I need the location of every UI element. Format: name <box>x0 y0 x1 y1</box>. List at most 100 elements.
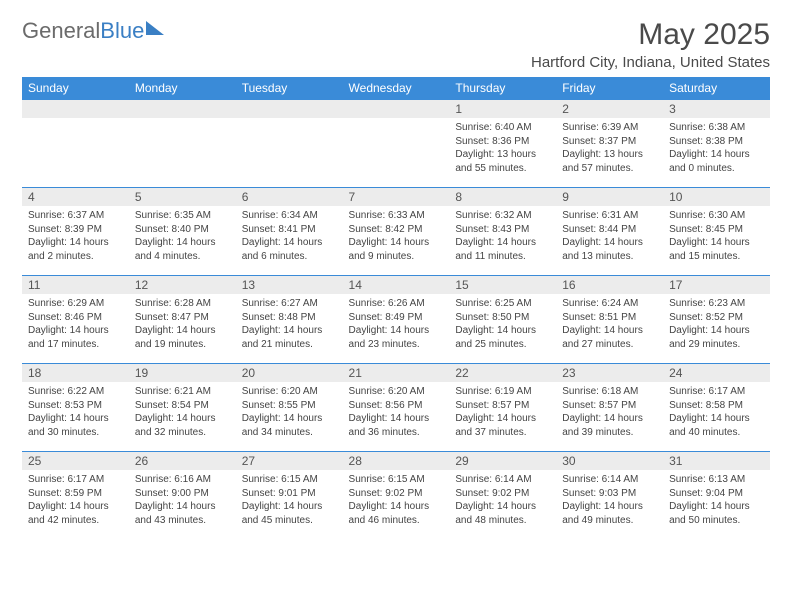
day-line: Daylight: 14 hours <box>669 148 764 162</box>
day-line: and 2 minutes. <box>28 250 123 264</box>
day-cell: 24Sunrise: 6:17 AMSunset: 8:58 PMDayligh… <box>663 364 770 452</box>
day-line: and 6 minutes. <box>242 250 337 264</box>
day-body: Sunrise: 6:39 AMSunset: 8:37 PMDaylight:… <box>556 118 663 181</box>
day-number: 6 <box>236 188 343 206</box>
day-line: Sunrise: 6:30 AM <box>669 209 764 223</box>
day-body: Sunrise: 6:35 AMSunset: 8:40 PMDaylight:… <box>129 206 236 269</box>
day-line: Sunset: 9:01 PM <box>242 487 337 501</box>
day-cell: 25Sunrise: 6:17 AMSunset: 8:59 PMDayligh… <box>22 452 129 540</box>
col-wed: Wednesday <box>343 77 450 100</box>
day-number: 29 <box>449 452 556 470</box>
day-line: and 19 minutes. <box>135 338 230 352</box>
day-line: Sunrise: 6:27 AM <box>242 297 337 311</box>
day-number: 1 <box>449 100 556 118</box>
day-line: Sunset: 8:51 PM <box>562 311 657 325</box>
day-line: and 34 minutes. <box>242 426 337 440</box>
day-line: Sunrise: 6:32 AM <box>455 209 550 223</box>
day-cell: 30Sunrise: 6:14 AMSunset: 9:03 PMDayligh… <box>556 452 663 540</box>
day-line: Sunrise: 6:26 AM <box>349 297 444 311</box>
day-body: Sunrise: 6:31 AMSunset: 8:44 PMDaylight:… <box>556 206 663 269</box>
day-line: Daylight: 14 hours <box>135 500 230 514</box>
day-line: Sunrise: 6:13 AM <box>669 473 764 487</box>
day-body: Sunrise: 6:16 AMSunset: 9:00 PMDaylight:… <box>129 470 236 533</box>
day-number: 14 <box>343 276 450 294</box>
day-line: Sunset: 9:02 PM <box>349 487 444 501</box>
col-tue: Tuesday <box>236 77 343 100</box>
day-line: Sunrise: 6:14 AM <box>562 473 657 487</box>
day-cell <box>129 100 236 188</box>
day-line: and 48 minutes. <box>455 514 550 528</box>
day-body: Sunrise: 6:28 AMSunset: 8:47 PMDaylight:… <box>129 294 236 357</box>
col-sun: Sunday <box>22 77 129 100</box>
day-line: and 42 minutes. <box>28 514 123 528</box>
day-number: 4 <box>22 188 129 206</box>
day-line: Daylight: 14 hours <box>562 236 657 250</box>
day-number: 19 <box>129 364 236 382</box>
location-label: Hartford City, Indiana, United States <box>531 54 770 71</box>
day-body: Sunrise: 6:40 AMSunset: 8:36 PMDaylight:… <box>449 118 556 181</box>
day-line: Daylight: 14 hours <box>242 324 337 338</box>
day-line: Sunset: 8:44 PM <box>562 223 657 237</box>
day-line: Daylight: 14 hours <box>28 236 123 250</box>
day-cell: 18Sunrise: 6:22 AMSunset: 8:53 PMDayligh… <box>22 364 129 452</box>
day-number: 2 <box>556 100 663 118</box>
day-line: Sunset: 8:42 PM <box>349 223 444 237</box>
day-line: Sunset: 8:39 PM <box>28 223 123 237</box>
day-body: Sunrise: 6:32 AMSunset: 8:43 PMDaylight:… <box>449 206 556 269</box>
day-number: 11 <box>22 276 129 294</box>
day-cell: 4Sunrise: 6:37 AMSunset: 8:39 PMDaylight… <box>22 188 129 276</box>
day-cell: 17Sunrise: 6:23 AMSunset: 8:52 PMDayligh… <box>663 276 770 364</box>
day-line: Daylight: 14 hours <box>669 236 764 250</box>
day-line: and 46 minutes. <box>349 514 444 528</box>
day-line: Sunrise: 6:23 AM <box>669 297 764 311</box>
day-body: Sunrise: 6:15 AMSunset: 9:02 PMDaylight:… <box>343 470 450 533</box>
week-row: 11Sunrise: 6:29 AMSunset: 8:46 PMDayligh… <box>22 276 770 364</box>
day-line: Sunrise: 6:18 AM <box>562 385 657 399</box>
day-line: and 30 minutes. <box>28 426 123 440</box>
day-line: and 49 minutes. <box>562 514 657 528</box>
day-number: 12 <box>129 276 236 294</box>
day-line: Sunset: 8:55 PM <box>242 399 337 413</box>
day-line: Daylight: 14 hours <box>669 500 764 514</box>
day-cell: 1Sunrise: 6:40 AMSunset: 8:36 PMDaylight… <box>449 100 556 188</box>
day-line: Sunset: 8:59 PM <box>28 487 123 501</box>
day-line: Sunset: 8:48 PM <box>242 311 337 325</box>
day-cell <box>236 100 343 188</box>
day-number: 31 <box>663 452 770 470</box>
day-body: Sunrise: 6:14 AMSunset: 9:02 PMDaylight:… <box>449 470 556 533</box>
day-body: Sunrise: 6:37 AMSunset: 8:39 PMDaylight:… <box>22 206 129 269</box>
sail-icon <box>146 21 164 35</box>
day-line: Sunrise: 6:31 AM <box>562 209 657 223</box>
day-line: Sunset: 8:36 PM <box>455 135 550 149</box>
day-cell <box>343 100 450 188</box>
day-number: 30 <box>556 452 663 470</box>
week-row: 1Sunrise: 6:40 AMSunset: 8:36 PMDaylight… <box>22 100 770 188</box>
day-number: 22 <box>449 364 556 382</box>
day-line: Sunset: 9:00 PM <box>135 487 230 501</box>
day-line: Sunset: 8:57 PM <box>562 399 657 413</box>
day-line: Sunset: 8:50 PM <box>455 311 550 325</box>
day-line: and 43 minutes. <box>135 514 230 528</box>
day-line: Sunset: 8:43 PM <box>455 223 550 237</box>
day-line: Sunrise: 6:24 AM <box>562 297 657 311</box>
day-line: Sunrise: 6:14 AM <box>455 473 550 487</box>
day-number: 10 <box>663 188 770 206</box>
day-number: 24 <box>663 364 770 382</box>
day-cell: 5Sunrise: 6:35 AMSunset: 8:40 PMDaylight… <box>129 188 236 276</box>
day-cell: 9Sunrise: 6:31 AMSunset: 8:44 PMDaylight… <box>556 188 663 276</box>
day-line: Sunset: 8:38 PM <box>669 135 764 149</box>
day-body: Sunrise: 6:18 AMSunset: 8:57 PMDaylight:… <box>556 382 663 445</box>
day-cell: 21Sunrise: 6:20 AMSunset: 8:56 PMDayligh… <box>343 364 450 452</box>
day-line: and 11 minutes. <box>455 250 550 264</box>
day-number: 16 <box>556 276 663 294</box>
day-line: Sunrise: 6:25 AM <box>455 297 550 311</box>
day-line: and 4 minutes. <box>135 250 230 264</box>
day-line: Daylight: 14 hours <box>669 412 764 426</box>
day-line: Sunset: 8:53 PM <box>28 399 123 413</box>
day-body: Sunrise: 6:17 AMSunset: 8:59 PMDaylight:… <box>22 470 129 533</box>
day-line: and 45 minutes. <box>242 514 337 528</box>
day-line: Sunrise: 6:40 AM <box>455 121 550 135</box>
day-line: Daylight: 14 hours <box>135 412 230 426</box>
day-line: Sunrise: 6:22 AM <box>28 385 123 399</box>
day-cell: 16Sunrise: 6:24 AMSunset: 8:51 PMDayligh… <box>556 276 663 364</box>
